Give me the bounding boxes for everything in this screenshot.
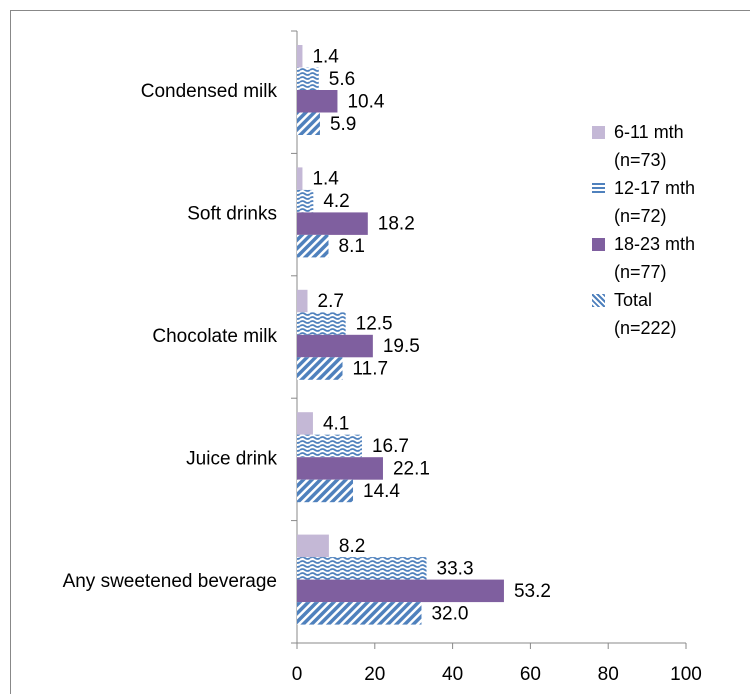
bar <box>297 234 329 258</box>
legend-label: 12-17 mth (n=72) <box>614 178 696 226</box>
legend-label: 6-11 mth (n=73) <box>614 122 684 170</box>
data-label: 53.2 <box>514 581 551 602</box>
legend-item: Total (n=222) <box>592 286 714 342</box>
legend-item: 12-17 mth (n=72) <box>592 174 714 230</box>
bar <box>297 312 346 335</box>
bar <box>297 289 308 313</box>
category-label: Any sweetened beverage <box>63 571 277 592</box>
data-label: 18.2 <box>378 214 415 235</box>
bar <box>297 67 319 90</box>
legend-label: 18-23 mth (n=77) <box>614 234 696 282</box>
frame <box>10 10 750 694</box>
data-label: 1.4 <box>312 169 339 190</box>
legend-swatch <box>592 182 605 195</box>
data-label: 33.3 <box>437 558 474 579</box>
bar <box>297 334 373 358</box>
data-label: 1.4 <box>312 46 339 67</box>
bar <box>297 45 303 68</box>
data-label: 12.5 <box>356 314 393 335</box>
legend-item: 18-23 mth (n=77) <box>592 230 714 286</box>
x-tick-label: 0 <box>292 664 303 685</box>
bar <box>297 189 314 213</box>
data-label: 5.9 <box>330 114 356 135</box>
bar <box>297 479 354 503</box>
category-label: Chocolate milk <box>152 326 277 347</box>
legend-swatch <box>592 294 605 307</box>
bar <box>297 412 313 435</box>
data-label: 19.5 <box>383 336 420 357</box>
bar <box>297 457 383 480</box>
data-label: 11.7 <box>353 359 389 380</box>
bar <box>297 534 329 558</box>
bar <box>297 579 504 603</box>
category-label: Juice drink <box>186 448 277 469</box>
x-tick-label: 40 <box>442 664 463 685</box>
bar <box>297 112 320 135</box>
bar <box>297 557 427 580</box>
x-tick-label: 80 <box>598 664 619 685</box>
data-label: 8.1 <box>339 236 365 257</box>
x-tick-label: 60 <box>520 664 541 685</box>
data-label: 8.2 <box>339 536 365 557</box>
bar <box>297 90 338 113</box>
data-label: 14.4 <box>363 481 400 502</box>
data-label: 4.2 <box>323 191 349 212</box>
x-tick-label: 100 <box>670 664 702 685</box>
bar <box>297 602 422 625</box>
data-label: 32.0 <box>431 603 468 624</box>
category-label: Condensed milk <box>141 81 278 102</box>
data-label: 10.4 <box>347 91 384 112</box>
data-label: 16.7 <box>372 436 409 457</box>
data-label: 4.1 <box>323 413 349 434</box>
bar <box>297 434 362 458</box>
x-tick-label: 20 <box>364 664 385 685</box>
data-label: 2.7 <box>318 291 344 312</box>
bar <box>297 167 303 190</box>
legend-item: 6-11 mth (n=73) <box>592 118 714 174</box>
legend-label: Total (n=222) <box>614 290 677 338</box>
data-label: 22.1 <box>393 458 430 479</box>
legend-swatch <box>592 238 605 251</box>
category-label: Soft drinks <box>187 204 277 225</box>
legend: 6-11 mth (n=73) 12-17 mth (n=72) 18-23 mth… <box>592 118 714 342</box>
legend-swatch <box>592 126 605 139</box>
bar <box>297 212 368 235</box>
bar <box>297 357 343 380</box>
data-label: 5.6 <box>329 69 355 90</box>
